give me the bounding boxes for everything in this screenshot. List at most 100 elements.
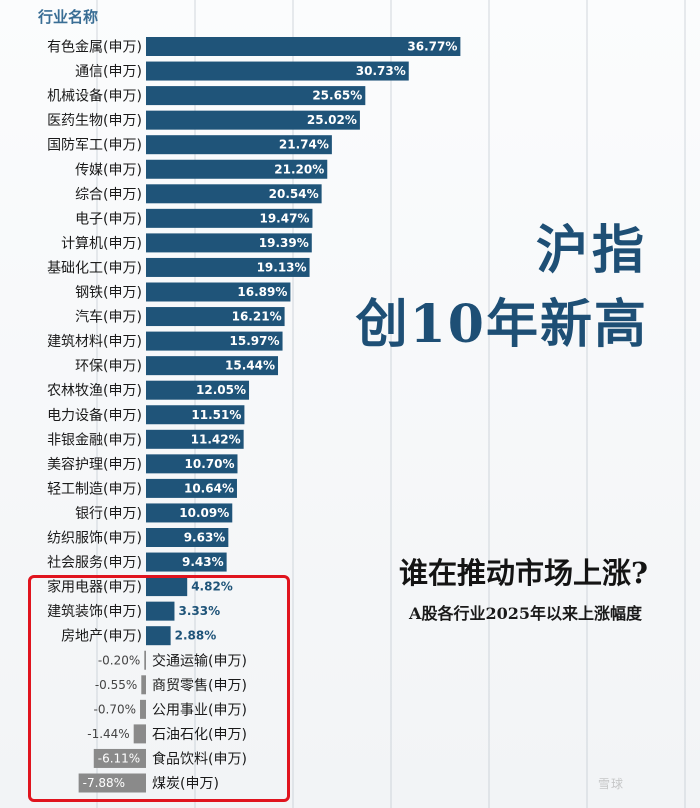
category-label: 交通运输(申万) — [152, 652, 247, 669]
value-label: 4.82% — [191, 580, 233, 594]
bar — [140, 699, 146, 719]
value-label: -1.44% — [87, 727, 129, 741]
category-label: 纺织服饰(申万) — [47, 531, 142, 547]
value-label: 15.44% — [225, 359, 275, 373]
bar — [141, 675, 146, 695]
category-label: 美容护理(申万) — [47, 456, 142, 473]
bar — [146, 405, 245, 425]
category-label: 非银金融(申万) — [47, 432, 142, 448]
bar — [78, 773, 146, 793]
value-label: 25.02% — [307, 113, 357, 127]
bar — [146, 86, 366, 106]
value-label: 11.42% — [191, 432, 241, 446]
value-label: 30.73% — [356, 64, 406, 78]
value-label: 9.63% — [184, 531, 226, 545]
category-label: 医药生物(申万) — [47, 113, 142, 129]
value-label: -0.20% — [98, 653, 140, 667]
category-label: 建筑装饰(申万) — [47, 604, 142, 620]
bar — [146, 577, 188, 597]
category-label: 房地产(申万) — [61, 629, 142, 645]
bar — [146, 626, 171, 646]
bar — [146, 478, 237, 498]
category-label: 电力设备(申万) — [47, 407, 142, 424]
bar — [93, 748, 146, 768]
bar — [146, 184, 322, 204]
bar — [146, 233, 312, 253]
value-label: 15.97% — [230, 334, 280, 348]
category-label: 计算机(申万) — [61, 236, 142, 252]
bar — [146, 61, 409, 81]
category-label: 公用事业(申万) — [152, 702, 247, 718]
value-label: 25.65% — [312, 89, 362, 103]
value-label: 3.33% — [178, 604, 220, 618]
category-label: 有色金属(申万) — [47, 39, 142, 56]
value-label: 19.47% — [259, 211, 309, 225]
value-label: 10.70% — [185, 457, 235, 471]
bar — [146, 331, 283, 351]
value-label: 16.89% — [237, 285, 287, 299]
category-label: 综合(申万) — [75, 187, 142, 203]
category-label: 煤炭(申万) — [152, 776, 219, 792]
category-label: 家用电器(申万) — [47, 579, 142, 596]
category-label: 机械设备(申万) — [47, 88, 142, 105]
value-label: 2.88% — [175, 629, 217, 643]
watermark: 雪球 — [597, 777, 624, 791]
bar — [146, 282, 291, 302]
value-label: 19.39% — [259, 236, 309, 250]
category-label: 环保(申万) — [75, 359, 142, 375]
category-label: 钢铁(申万) — [75, 285, 142, 301]
category-label: 建筑材料(申万) — [47, 334, 142, 350]
bar — [146, 552, 227, 572]
bar — [146, 257, 310, 277]
value-label: 36.77% — [407, 40, 457, 54]
category-label: 银行(申万) — [75, 506, 142, 522]
bar — [146, 601, 175, 621]
value-label: 21.20% — [274, 162, 324, 176]
bar — [146, 429, 244, 449]
column-header-industry: 行业名称 — [38, 8, 99, 26]
value-label: 9.43% — [182, 555, 224, 569]
value-label: 10.64% — [184, 481, 234, 495]
category-label: 商贸零售(申万) — [152, 678, 247, 694]
category-label: 食品饮料(申万) — [152, 750, 247, 767]
highlight-box — [28, 575, 290, 802]
bar — [146, 454, 238, 474]
bar — [146, 110, 360, 130]
headline-line2: 创10年新高 — [355, 294, 648, 355]
bar — [146, 380, 250, 400]
category-label: 汽车(申万) — [75, 309, 142, 326]
value-label: 10.09% — [179, 506, 229, 520]
headline-line1: 沪指 — [535, 220, 648, 281]
subtitle-description: A股各行业2025年以来上涨幅度 — [409, 604, 642, 623]
bar — [146, 208, 313, 228]
value-label: 21.74% — [279, 138, 329, 152]
value-label: 11.51% — [191, 408, 241, 422]
category-label: 轻工制造(申万) — [47, 481, 142, 497]
value-label: -7.88% — [83, 776, 125, 790]
value-label: -0.55% — [95, 678, 137, 692]
bar — [146, 135, 332, 155]
value-label: 16.21% — [232, 310, 282, 324]
category-label: 通信(申万) — [75, 64, 142, 80]
subtitle-question: 谁在推动市场上涨? — [399, 556, 648, 590]
value-label: 20.54% — [269, 187, 319, 201]
bar — [146, 356, 279, 376]
value-label: 19.13% — [257, 260, 307, 274]
bar — [133, 724, 146, 744]
value-label: -0.70% — [94, 702, 136, 716]
category-label: 社会服务(申万) — [47, 555, 142, 571]
bar — [146, 37, 461, 56]
category-label: 基础化工(申万) — [47, 259, 142, 276]
category-label: 传媒(申万) — [75, 162, 142, 178]
value-label: -6.11% — [98, 751, 140, 765]
category-label: 农林牧渔(申万) — [47, 383, 142, 399]
bar — [146, 307, 285, 327]
bar — [146, 503, 233, 523]
category-label: 国防军工(申万) — [47, 138, 142, 154]
category-label: 石油石化(申万) — [152, 727, 247, 743]
bar — [144, 650, 146, 670]
bar — [146, 528, 229, 547]
value-label: 12.05% — [196, 383, 246, 397]
bar — [146, 159, 328, 179]
